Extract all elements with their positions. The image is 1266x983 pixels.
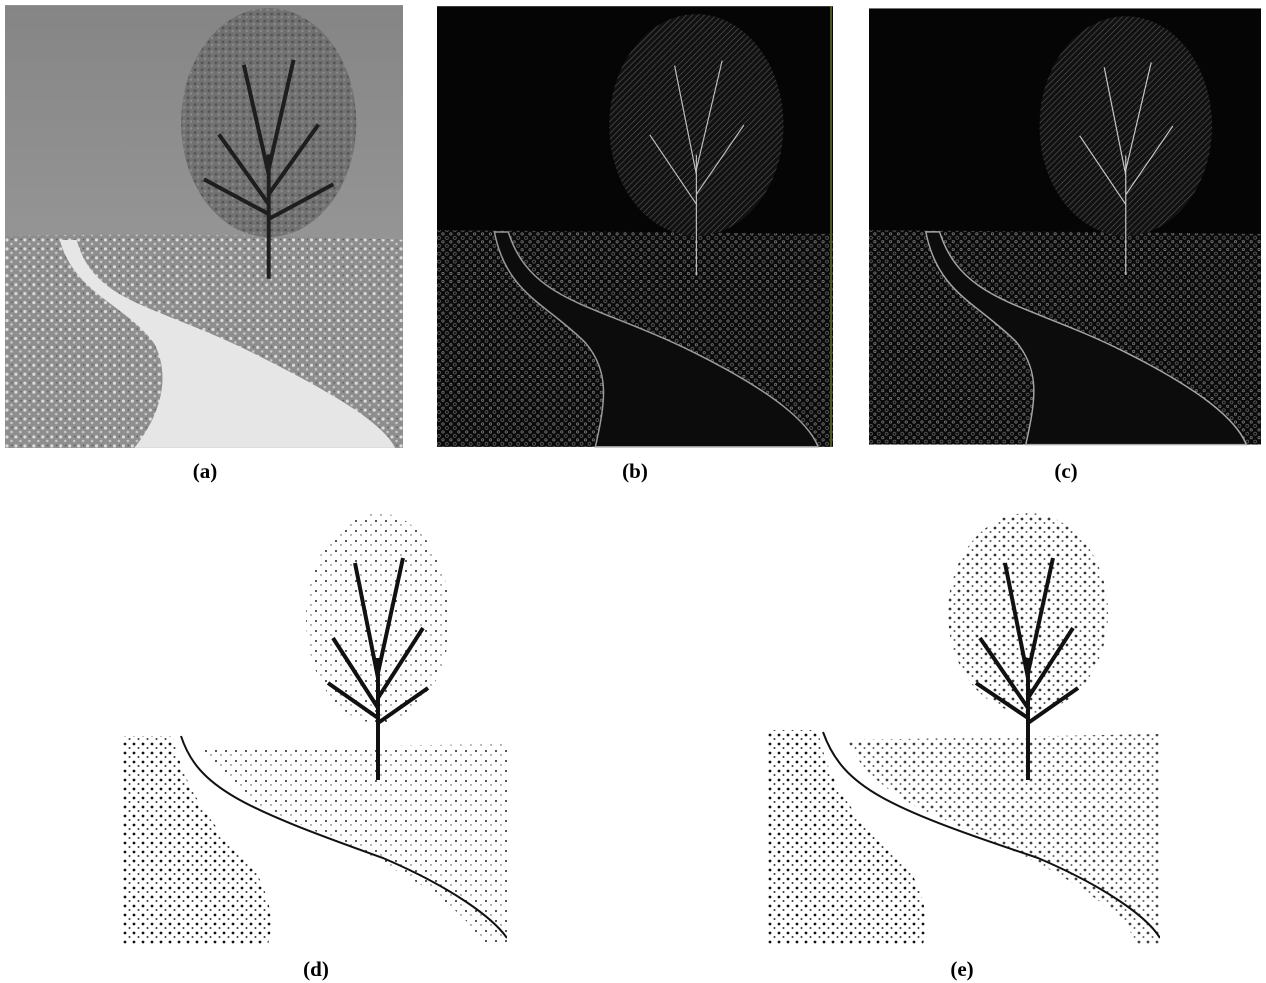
image-edge-b bbox=[437, 5, 833, 448]
caption: (c) bbox=[1054, 459, 1077, 484]
page: Figure {"panels": [{"label": "(a)"}, {"l… bbox=[0, 0, 1266, 983]
caption: (b) bbox=[622, 459, 648, 484]
image-binary-d bbox=[123, 508, 507, 944]
caption: (d) bbox=[303, 957, 329, 982]
image-edge-c bbox=[869, 5, 1261, 448]
image-binary-e bbox=[768, 508, 1160, 944]
figure: (a) (b) (c) (d) (e) (() => { const data … bbox=[0, 0, 1266, 983]
caption: (e) bbox=[950, 957, 973, 982]
caption: (a) bbox=[193, 459, 218, 484]
image-original bbox=[5, 5, 403, 448]
